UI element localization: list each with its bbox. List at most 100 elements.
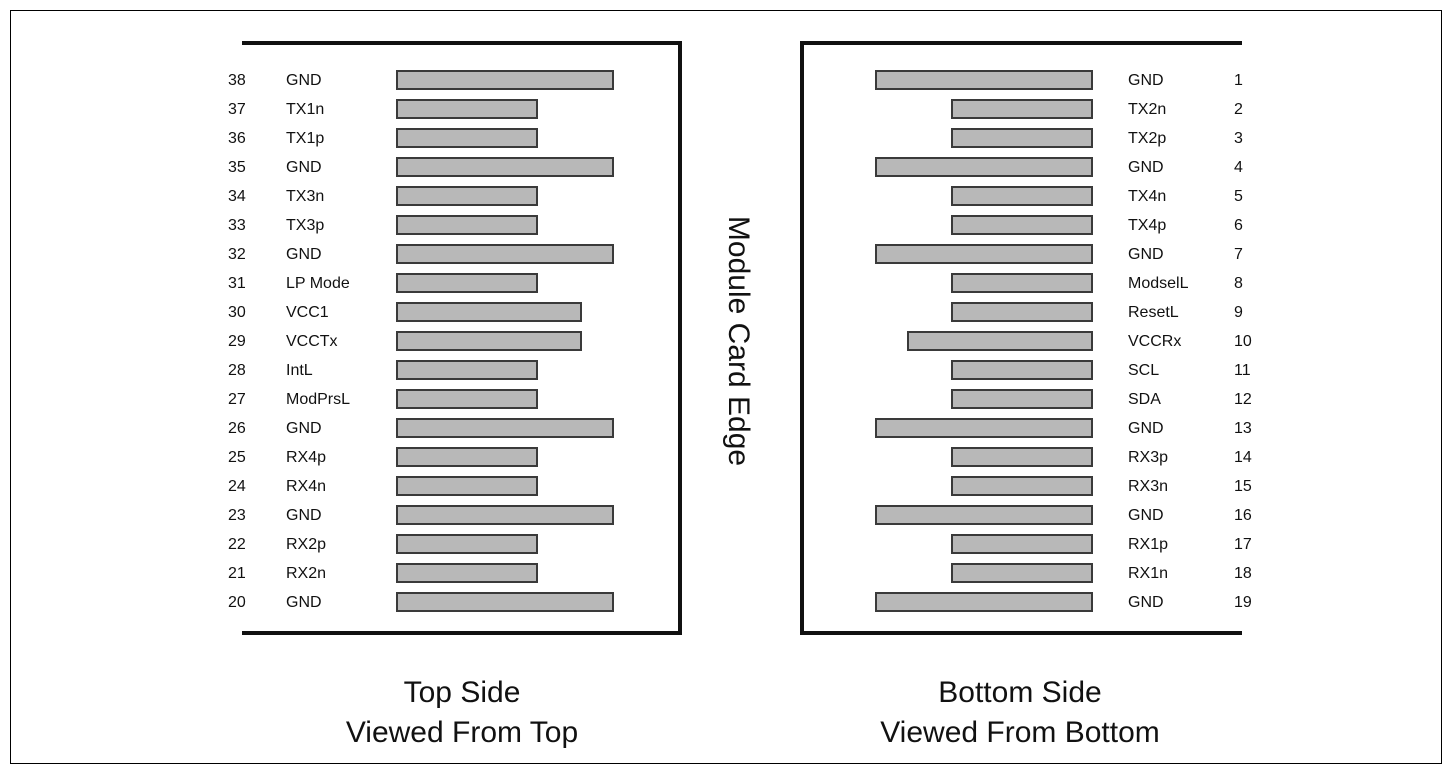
pin-signal: GND xyxy=(286,246,322,263)
pin-row: 23 GND xyxy=(228,502,678,530)
pin-number: 36 xyxy=(228,130,246,147)
pin-signal: GND xyxy=(1128,72,1164,89)
contact-pad xyxy=(951,447,1093,467)
contact-pad xyxy=(396,70,614,90)
contact-pad xyxy=(396,302,582,322)
contact-pad xyxy=(875,157,1093,177)
pin-row: 27 ModPrsL xyxy=(228,386,678,414)
contact-pad xyxy=(396,534,538,554)
pin-number: 18 xyxy=(1234,565,1252,582)
diagram-frame: 38 GND 37 TX1n 36 TX1p 35 GND 34 TX3n 33 TX3p 32 GND 3… xyxy=(10,10,1442,764)
pin-signal: RX1p xyxy=(1128,536,1169,553)
pin-number: 31 xyxy=(228,275,246,292)
contact-pad xyxy=(875,592,1093,612)
contact-pad xyxy=(875,70,1093,90)
pin-row: 29 VCCTx xyxy=(228,328,678,356)
contact-pad xyxy=(951,563,1093,583)
top-side-caption: Top Side Viewed From Top xyxy=(242,673,682,753)
pin-signal: RX4p xyxy=(286,449,327,466)
pin-number: 33 xyxy=(228,217,246,234)
top-side-panel: 38 GND 37 TX1n 36 TX1p 35 GND 34 TX3n 33 TX3p 32 GND 3… xyxy=(228,41,682,635)
pin-signal: VCCTx xyxy=(286,333,338,350)
pin-number: 35 xyxy=(228,159,246,176)
pin-row: 20 GND xyxy=(228,589,678,617)
pin-number: 17 xyxy=(1234,536,1252,553)
pin-row: 3 TX2p xyxy=(804,125,1243,153)
pin-number: 29 xyxy=(228,333,246,350)
pin-row: 26 GND xyxy=(228,415,678,443)
pin-signal: VCC1 xyxy=(286,304,329,321)
pin-number: 23 xyxy=(228,507,246,524)
pin-row: 11 SCL xyxy=(804,357,1251,385)
pin-number: 26 xyxy=(228,420,246,437)
pin-row: 35 GND xyxy=(228,154,678,182)
pin-row: 31 LP Mode xyxy=(228,270,678,298)
contact-pad xyxy=(396,447,538,467)
top-side-caption-line1: Top Side xyxy=(403,676,521,709)
bottom-side-caption-line1: Bottom Side xyxy=(938,676,1102,709)
pin-number: 22 xyxy=(228,536,246,553)
pin-number: 21 xyxy=(228,565,246,582)
pin-signal: GND xyxy=(286,159,322,176)
contact-pad xyxy=(951,215,1093,235)
pin-number: 24 xyxy=(228,478,246,495)
contact-pad xyxy=(396,563,538,583)
contact-pad xyxy=(875,505,1093,525)
bottom-side-panel: 1 GND 2 TX2n 3 TX2p 4 GND 5 TX4n 6 TX4p 7 GND 8 ModselL… xyxy=(800,41,1252,635)
pin-number: 14 xyxy=(1234,449,1252,466)
pin-number: 20 xyxy=(228,594,246,611)
contact-pad xyxy=(396,186,538,206)
pin-number: 4 xyxy=(1234,159,1243,176)
pin-signal: ResetL xyxy=(1128,304,1179,321)
contact-pad xyxy=(396,244,614,264)
pin-signal: RX4n xyxy=(286,478,327,495)
pin-signal: GND xyxy=(286,72,322,89)
pin-row: 4 GND xyxy=(804,154,1243,182)
contact-pad xyxy=(396,476,538,496)
pin-row: 5 TX4n xyxy=(804,183,1243,211)
contact-pad xyxy=(951,476,1093,496)
contact-pad xyxy=(907,331,1093,351)
contact-pad xyxy=(875,418,1093,438)
pin-signal: TX1p xyxy=(286,130,325,147)
pin-signal: LP Mode xyxy=(286,275,350,292)
contact-pad xyxy=(396,360,538,380)
pin-number: 7 xyxy=(1234,246,1243,263)
pin-row: 22 RX2p xyxy=(228,531,678,559)
pin-signal: GND xyxy=(1128,507,1164,524)
contact-pad xyxy=(396,157,614,177)
pin-number: 3 xyxy=(1234,130,1243,147)
contact-pad xyxy=(951,186,1093,206)
pin-row: 37 TX1n xyxy=(228,96,678,124)
pin-signal: RX2n xyxy=(286,565,327,582)
center-title: Module Card Edge xyxy=(722,215,755,467)
pin-signal: VCCRx xyxy=(1128,333,1182,350)
pin-row: 13 GND xyxy=(804,415,1252,443)
pin-row: 38 GND xyxy=(228,67,678,95)
pin-row: 1 GND xyxy=(804,67,1243,95)
pin-number: 11 xyxy=(1234,362,1251,379)
pin-number: 9 xyxy=(1234,304,1243,321)
pin-row: 12 SDA xyxy=(804,386,1252,414)
pin-row: 2 TX2n xyxy=(804,96,1243,124)
pin-signal: GND xyxy=(286,420,322,437)
pin-row: 25 RX4p xyxy=(228,444,678,472)
pin-row: 36 TX1p xyxy=(228,125,678,153)
pin-signal: GND xyxy=(286,507,322,524)
pin-signal: ModPrsL xyxy=(286,391,351,408)
top-side-caption-line2: Viewed From Top xyxy=(345,716,579,749)
pin-signal: RX3n xyxy=(1128,478,1169,495)
contact-pad xyxy=(396,273,538,293)
pin-number: 25 xyxy=(228,449,246,466)
pin-row: 15 RX3n xyxy=(804,473,1252,501)
pin-row: 24 RX4n xyxy=(228,473,678,501)
pin-signal: GND xyxy=(286,594,322,611)
pin-number: 37 xyxy=(228,101,246,118)
contact-pad xyxy=(951,534,1093,554)
contact-pad xyxy=(951,99,1093,119)
pin-row: 9 ResetL xyxy=(804,299,1243,327)
pin-number: 27 xyxy=(228,391,246,408)
pin-row: 19 GND xyxy=(804,589,1252,617)
pin-signal: ModselL xyxy=(1128,275,1189,292)
pin-row: 32 GND xyxy=(228,241,678,269)
